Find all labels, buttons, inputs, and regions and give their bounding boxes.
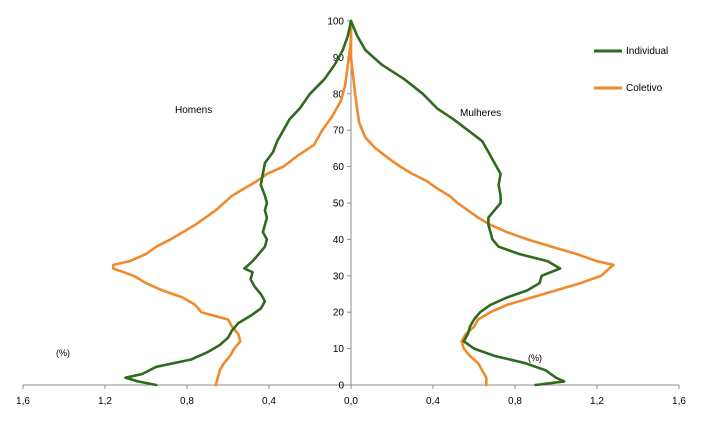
y-tick-label: 40	[333, 235, 345, 246]
axes-layer: 1,6 1,2 0,8 0,4 0,0 0,4 0,8 1,2 1,6 0 10 20 30 40 50 60…	[16, 17, 686, 408]
y-tick-label: 50	[333, 199, 345, 210]
x-tick-label: 0,8	[508, 396, 522, 407]
y-tick-label: 100	[327, 17, 344, 28]
legend-label-coletivo: Coletivo	[626, 83, 663, 94]
series-line-coletivo-men	[111, 19, 353, 387]
men-label: Homens	[175, 105, 212, 116]
y-tick-label: 30	[333, 271, 345, 282]
series-line-individual-women	[349, 19, 566, 387]
x-tick-label: 0,4	[262, 396, 276, 407]
unit-label-right: (%)	[528, 353, 542, 363]
y-tick-label: 20	[333, 308, 345, 319]
x-tick-label: 0,4	[426, 396, 440, 407]
series-line-coletivo-women	[349, 19, 615, 387]
x-tick-label: 1,6	[672, 396, 686, 407]
x-tick-label: 1,6	[16, 396, 30, 407]
y-tick-label: 10	[333, 344, 345, 355]
y-tick-label: 0	[338, 381, 344, 392]
series-line-individual-men	[124, 19, 353, 387]
women-label: Mulheres	[460, 108, 501, 119]
y-tick-label: 80	[333, 89, 345, 100]
legend-label-individual: Individual	[626, 46, 668, 57]
x-tick-label: 1,2	[98, 396, 112, 407]
legend: Individual Coletivo	[594, 46, 668, 94]
y-tick-label: 60	[333, 162, 345, 173]
x-tick-label: 1,2	[590, 396, 604, 407]
x-tick-label: 0,0	[344, 396, 358, 407]
x-tick-label: 0,8	[180, 396, 194, 407]
y-tick-label: 70	[333, 126, 345, 137]
labels-layer: Homens Mulheres (%) (%)	[56, 105, 542, 363]
unit-label-left: (%)	[56, 348, 70, 358]
series-layer	[111, 19, 615, 387]
